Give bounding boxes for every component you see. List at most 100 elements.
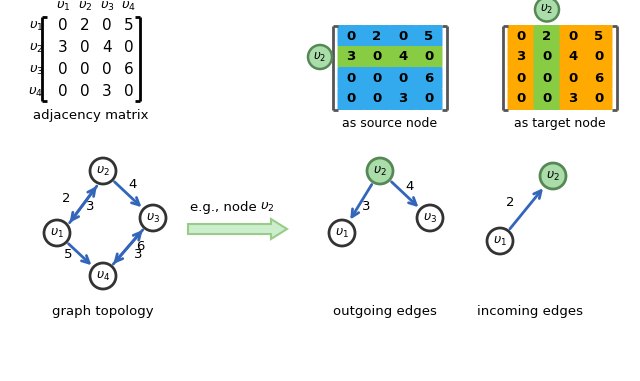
Text: $\upsilon_{2}$: $\upsilon_{2}$ [29,42,44,54]
FancyBboxPatch shape [559,67,586,89]
Text: $\upsilon_{1}$: $\upsilon_{1}$ [493,234,507,248]
FancyBboxPatch shape [586,88,612,110]
FancyBboxPatch shape [337,25,365,47]
FancyBboxPatch shape [390,46,417,68]
Text: $\upsilon_{2}$: $\upsilon_{2}$ [77,0,92,13]
FancyBboxPatch shape [508,67,534,89]
Text: 2: 2 [61,192,70,205]
Text: $\upsilon_{3}$: $\upsilon_{3}$ [423,211,437,224]
Text: 3: 3 [568,93,578,106]
Text: $\upsilon_{1}$: $\upsilon_{1}$ [29,19,44,32]
FancyBboxPatch shape [508,46,534,68]
FancyBboxPatch shape [586,67,612,89]
Text: 0: 0 [516,72,525,85]
Text: $\upsilon_{2}$: $\upsilon_{2}$ [96,165,110,178]
Text: incoming edges: incoming edges [477,304,583,317]
FancyBboxPatch shape [415,88,442,110]
Text: 0: 0 [516,93,525,106]
Text: $\upsilon_{2}$: $\upsilon_{2}$ [373,165,387,178]
Text: $\upsilon_{2}$: $\upsilon_{2}$ [260,200,275,213]
Text: 4: 4 [406,180,414,193]
Text: 3: 3 [58,40,68,56]
Text: 3: 3 [134,248,142,261]
FancyBboxPatch shape [390,88,417,110]
Text: 0: 0 [58,19,68,34]
FancyBboxPatch shape [390,25,417,47]
Text: 4: 4 [129,178,137,191]
Text: 0: 0 [542,93,552,106]
FancyBboxPatch shape [586,25,612,47]
Text: 6: 6 [124,62,134,77]
Text: 2: 2 [372,29,381,43]
Text: 0: 0 [346,72,356,85]
Circle shape [417,205,443,231]
Text: $\upsilon_{4}$: $\upsilon_{4}$ [96,269,110,283]
Text: 4: 4 [398,51,408,64]
Text: 0: 0 [542,51,552,64]
Text: 6: 6 [595,72,604,85]
Text: 6: 6 [424,72,434,85]
Text: 0: 0 [398,29,408,43]
FancyBboxPatch shape [586,46,612,68]
Text: 3: 3 [362,200,371,213]
FancyBboxPatch shape [337,67,365,89]
Text: 0: 0 [346,93,356,106]
FancyBboxPatch shape [337,46,365,68]
Text: $\upsilon_{3}$: $\upsilon_{3}$ [146,211,160,224]
Text: 0: 0 [568,29,578,43]
Text: 3: 3 [516,51,525,64]
Text: $\upsilon_{1}$: $\upsilon_{1}$ [50,226,64,240]
FancyBboxPatch shape [534,46,561,68]
Text: $\upsilon_{3}$: $\upsilon_{3}$ [100,0,115,13]
Circle shape [140,205,166,231]
Circle shape [535,0,559,21]
Circle shape [487,228,513,254]
Text: 6: 6 [136,240,144,253]
FancyBboxPatch shape [337,88,365,110]
FancyBboxPatch shape [508,25,534,47]
Text: $\upsilon_{1}$: $\upsilon_{1}$ [335,226,349,240]
FancyBboxPatch shape [559,25,586,47]
FancyBboxPatch shape [534,25,561,47]
FancyBboxPatch shape [534,67,561,89]
FancyBboxPatch shape [415,67,442,89]
Text: 0: 0 [346,29,356,43]
Text: outgoing edges: outgoing edges [333,304,437,317]
Text: 3: 3 [102,85,112,99]
Text: 0: 0 [102,62,112,77]
Circle shape [329,220,355,246]
Circle shape [90,158,116,184]
Text: 0: 0 [372,93,381,106]
Text: $\upsilon_{2}$: $\upsilon_{2}$ [314,50,326,64]
Text: 5: 5 [424,29,433,43]
Text: 4: 4 [568,51,578,64]
FancyBboxPatch shape [534,88,561,110]
Text: 0: 0 [58,85,68,99]
Text: $\upsilon_{2}$: $\upsilon_{2}$ [540,3,554,16]
Text: e.g., node: e.g., node [190,200,257,213]
Circle shape [367,158,393,184]
Text: 4: 4 [102,40,112,56]
FancyArrow shape [188,219,287,239]
FancyBboxPatch shape [415,46,442,68]
FancyBboxPatch shape [390,67,417,89]
Text: $\upsilon_{4}$: $\upsilon_{4}$ [122,0,136,13]
Text: 0: 0 [595,51,604,64]
Text: 3: 3 [86,200,94,213]
Text: 0: 0 [80,85,90,99]
Text: 0: 0 [568,72,578,85]
FancyBboxPatch shape [364,88,390,110]
Text: 5: 5 [595,29,604,43]
Text: $\upsilon_{3}$: $\upsilon_{3}$ [29,64,44,77]
FancyBboxPatch shape [559,46,586,68]
Text: as target node: as target node [514,117,606,130]
Text: 0: 0 [595,93,604,106]
Text: 3: 3 [346,51,356,64]
Text: 0: 0 [124,85,134,99]
Text: as source node: as source node [342,117,438,130]
Text: 0: 0 [58,62,68,77]
Text: 5: 5 [64,248,72,261]
Text: 0: 0 [542,72,552,85]
Text: 0: 0 [372,72,381,85]
Text: 0: 0 [398,72,408,85]
